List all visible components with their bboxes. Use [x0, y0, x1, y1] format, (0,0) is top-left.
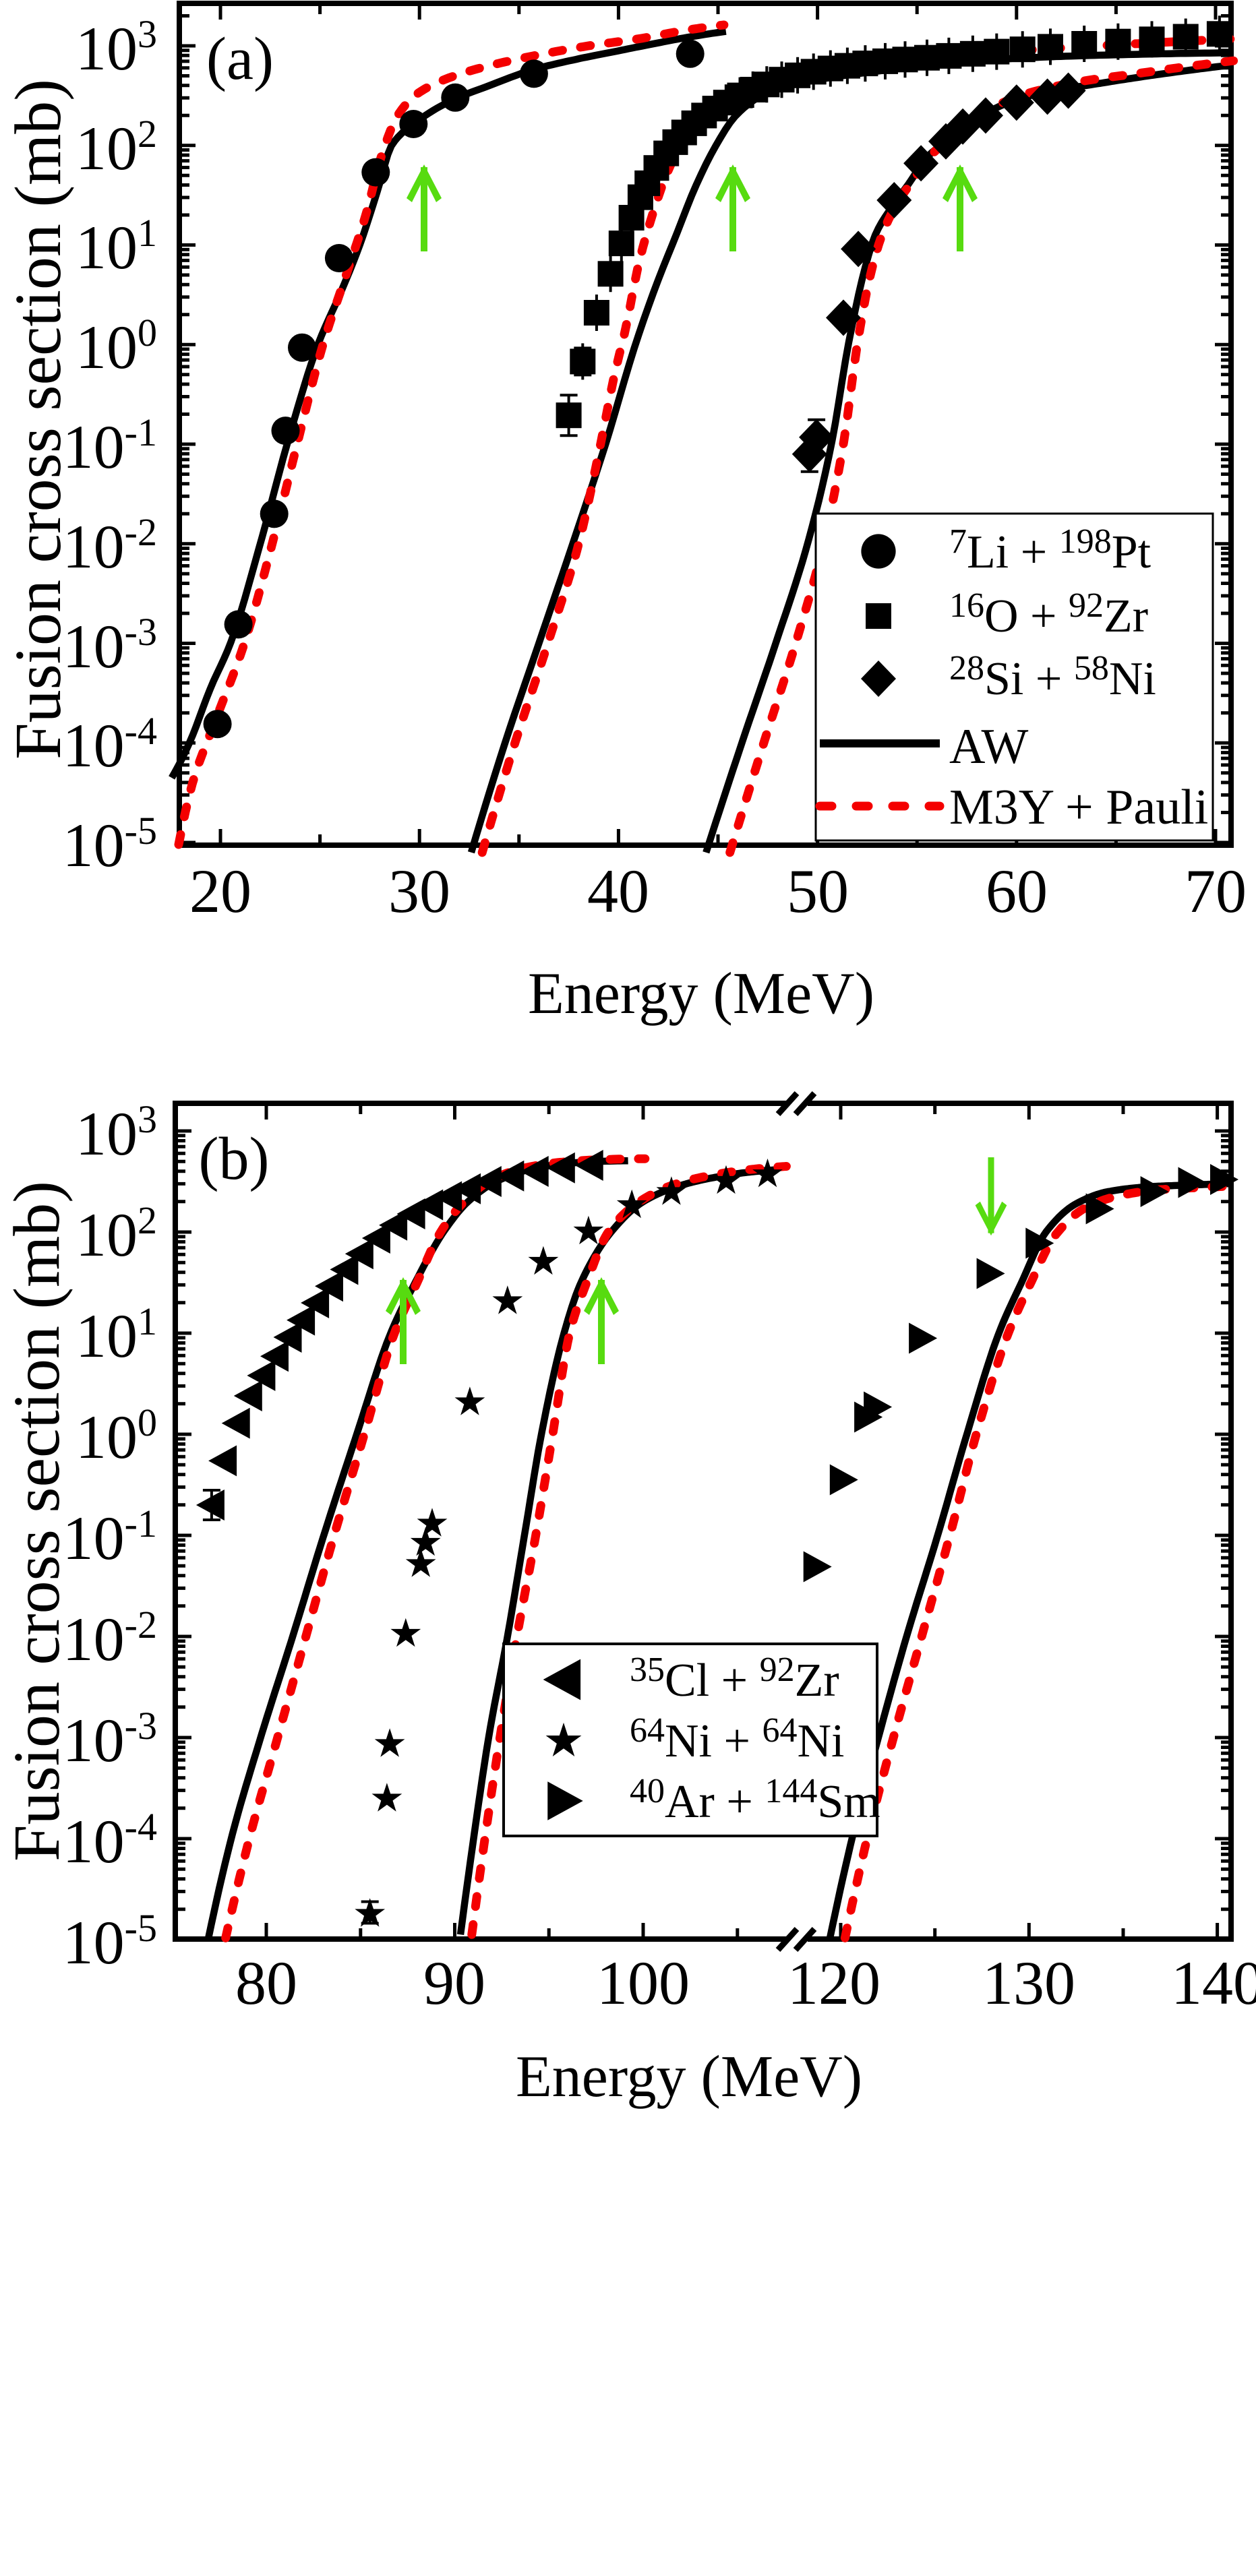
svg-text:100: 100 [597, 1949, 690, 2017]
svg-text:M3Y + Pauli: M3Y + Pauli [949, 780, 1208, 835]
svg-text:10-5: 10-5 [63, 1906, 157, 1977]
svg-text:64Ni + 64Ni: 64Ni + 64Ni [630, 1711, 844, 1767]
svg-text:(a): (a) [206, 26, 274, 92]
svg-text:90: 90 [423, 1949, 485, 2017]
svg-text:80: 80 [235, 1949, 297, 2017]
svg-text:30: 30 [388, 857, 450, 925]
svg-text:Energy (MeV): Energy (MeV) [528, 961, 874, 1026]
svg-text:50: 50 [787, 857, 849, 925]
svg-text:120: 120 [787, 1949, 880, 2017]
svg-text:Fusion cross section (mb): Fusion cross section (mb) [2, 79, 75, 760]
svg-text:AW: AW [949, 719, 1029, 774]
svg-text:20: 20 [189, 857, 251, 925]
svg-text:Fusion cross section (mb): Fusion cross section (mb) [1, 1181, 73, 1862]
svg-text:102: 102 [76, 1198, 157, 1269]
svg-text:10-1: 10-1 [63, 1502, 157, 1572]
svg-text:Energy (MeV): Energy (MeV) [516, 2044, 862, 2110]
svg-text:10-2: 10-2 [63, 510, 157, 581]
svg-text:140: 140 [1171, 1949, 1256, 2017]
svg-text:70: 70 [1185, 857, 1247, 925]
svg-text:35Cl + 92Zr: 35Cl + 92Zr [630, 1651, 839, 1707]
svg-text:28Si + 58Ni: 28Si + 58Ni [949, 649, 1156, 705]
svg-text:40Ar + 144Sm: 40Ar + 144Sm [630, 1772, 880, 1828]
svg-text:40: 40 [587, 857, 649, 925]
svg-text:130: 130 [982, 1949, 1075, 2017]
svg-text:60: 60 [986, 857, 1048, 925]
svg-text:(b): (b) [199, 1126, 270, 1192]
svg-text:16O + 92Zr: 16O + 92Zr [949, 586, 1148, 642]
svg-text:7Li + 198Pt: 7Li + 198Pt [949, 522, 1152, 578]
